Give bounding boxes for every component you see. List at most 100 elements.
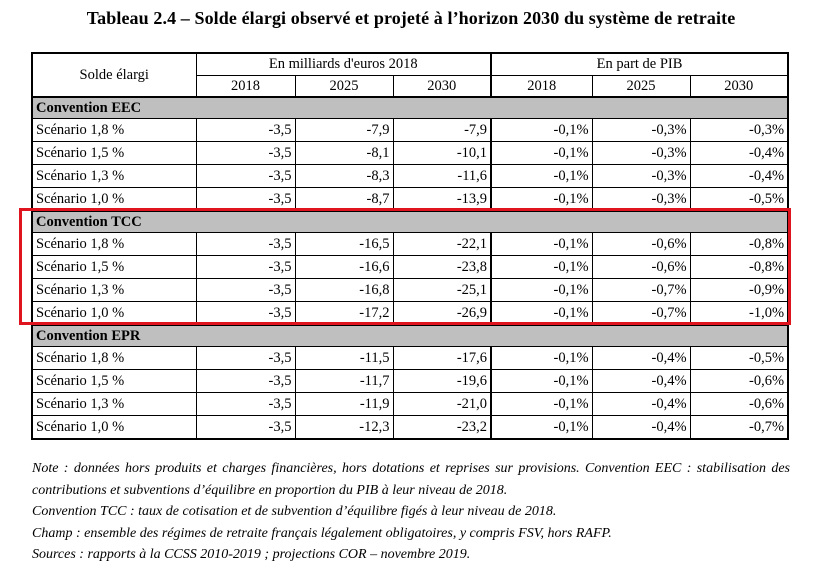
scenario-label: Scénario 1,3 % [31,164,197,188]
value-pib-cell: -0,1% [490,118,593,142]
value-eur-cell: -16,5 [294,232,394,256]
table-row: Scénario 1,8 % -3,5 -11,5 -17,6 -0,1% -0,4% -0… [31,346,790,370]
value-pib-cell: -0,1% [490,164,593,188]
value-eur-cell: -12,3 [294,415,394,440]
table-row: Scénario 1,0 % -3,5 -12,3 -23,2 -0,1% -0,4% -0… [31,415,790,440]
section-row: Convention EEC [30,96,790,119]
value-eur-cell: -3,5 [195,392,296,416]
section-title: Convention EPR [30,324,790,347]
value-eur-cell: -11,5 [294,346,394,370]
value-pib-cell: -0,8% [689,255,790,279]
value-pib-cell: -0,7% [591,301,691,326]
year-header-eur-2018: 2018 [195,74,296,98]
value-pib-cell: -0,3% [591,187,691,212]
value-eur-cell: -3,5 [195,255,296,279]
value-pib-cell: -0,1% [490,346,593,370]
table-row: Scénario 1,5 % -3,5 -16,6 -23,8 -0,1% -0,6% -0… [31,255,790,279]
scenario-label: Scénario 1,8 % [31,232,197,256]
value-pib-cell: -0,6% [689,392,790,416]
value-eur-cell: -11,7 [294,369,394,393]
year-header-pib-2025: 2025 [591,74,691,98]
value-eur-cell: -11,6 [392,164,492,188]
value-eur-cell: -26,9 [392,301,492,326]
table-row: Scénario 1,0 % -3,5 -8,7 -13,9 -0,1% -0,3% -0,… [31,187,790,212]
table-row: Scénario 1,0 % -3,5 -17,2 -26,9 -0,1% -0,7% -1… [31,301,790,326]
table-row: Scénario 1,8 % -3,5 -16,5 -22,1 -0,1% -0,6% -0… [31,232,790,256]
scenario-label: Scénario 1,0 % [31,415,197,440]
value-pib-cell: -0,7% [591,278,691,302]
table-row: Scénario 1,5 % -3,5 -8,1 -10,1 -0,1% -0,3% -0,… [31,141,790,165]
value-pib-cell: -0,1% [490,369,593,393]
value-pib-cell: -0,4% [591,392,691,416]
value-pib-cell: -0,8% [689,232,790,256]
value-pib-cell: -0,3% [591,164,691,188]
value-eur-cell: -3,5 [195,415,296,440]
value-pib-cell: -0,3% [689,118,790,142]
value-pib-cell: -0,1% [490,278,593,302]
value-pib-cell: -0,9% [689,278,790,302]
value-pib-cell: -0,6% [591,255,691,279]
value-eur-cell: -23,8 [392,255,492,279]
note-definitions: Note : données hors produits et charges … [32,461,790,498]
value-pib-cell: -0,7% [689,415,790,440]
value-eur-cell: -17,2 [294,301,394,326]
value-pib-cell: -0,1% [490,232,593,256]
value-eur-cell: -16,8 [294,278,394,302]
value-pib-cell: -0,4% [689,164,790,188]
table-row: Scénario 1,3 % -3,5 -11,9 -21,0 -0,1% -0,4% -0… [31,392,790,416]
value-eur-cell: -3,5 [195,141,296,165]
value-pib-cell: -0,1% [490,415,593,440]
scenario-label: Scénario 1,8 % [31,118,197,142]
value-eur-cell: -8,3 [294,164,394,188]
value-eur-cell: -8,1 [294,141,394,165]
value-eur-cell: -22,1 [392,232,492,256]
value-pib-cell: -0,1% [490,255,593,279]
value-pib-cell: -0,3% [591,141,691,165]
table-notes: Note : données hors produits et charges … [32,458,790,566]
value-eur-cell: -25,1 [392,278,492,302]
table-row: Scénario 1,5 % -3,5 -11,7 -19,6 -0,1% -0,4% -0… [31,369,790,393]
scenario-label: Scénario 1,5 % [31,141,197,165]
table-title: Tableau 2.4 – Solde élargi observé et pr… [86,8,736,28]
value-pib-cell: -0,5% [689,346,790,370]
value-eur-cell: -3,5 [195,369,296,393]
value-eur-cell: -21,0 [392,392,492,416]
value-eur-cell: -3,5 [195,301,296,326]
value-eur-cell: -7,9 [294,118,394,142]
value-eur-cell: -7,9 [392,118,492,142]
year-header-eur-2025: 2025 [294,74,394,98]
scenario-label: Scénario 1,8 % [31,346,197,370]
note-sources: Sources : rapports à la CCSS 2010-2019 ;… [32,547,471,562]
value-eur-cell: -19,6 [392,369,492,393]
scenario-label: Scénario 1,0 % [31,301,197,326]
scenario-label: Scénario 1,3 % [31,392,197,416]
value-eur-cell: -17,6 [392,346,492,370]
value-pib-cell: -0,6% [689,369,790,393]
value-eur-cell: -16,6 [294,255,394,279]
value-eur-cell: -3,5 [195,187,296,212]
section-title: Convention TCC [30,210,790,233]
value-eur-cell: -3,5 [195,278,296,302]
value-pib-cell: -0,4% [689,141,790,165]
note-champ: Champ : ensemble des régimes de retraite… [32,525,612,541]
value-pib-cell: -0,1% [490,392,593,416]
value-eur-cell: -3,5 [195,232,296,256]
value-eur-cell: -11,9 [294,392,394,416]
value-pib-cell: -0,1% [490,141,593,165]
scenario-label: Scénario 1,5 % [31,255,197,279]
value-pib-cell: -0,4% [591,415,691,440]
value-pib-cell: -0,3% [591,118,691,142]
section-row: Convention EPR [30,324,790,347]
scenario-label: Scénario 1,3 % [31,278,197,302]
value-eur-cell: -3,5 [195,118,296,142]
year-header-eur-2030: 2030 [392,74,492,98]
value-eur-cell: -10,1 [392,141,492,165]
value-pib-cell: -1,0% [689,301,790,326]
row-label-header: Solde élargi [31,52,197,98]
pension-balance-table: Solde élargi En milliards d'euros 2018 E… [30,52,790,440]
note-tcc: Convention TCC : taux de cotisation et d… [32,504,557,519]
value-eur-cell: -13,9 [392,187,492,212]
group-header-pib: En part de PIB [490,52,790,76]
value-pib-cell: -0,5% [689,187,790,212]
year-header-pib-2018: 2018 [490,74,593,98]
